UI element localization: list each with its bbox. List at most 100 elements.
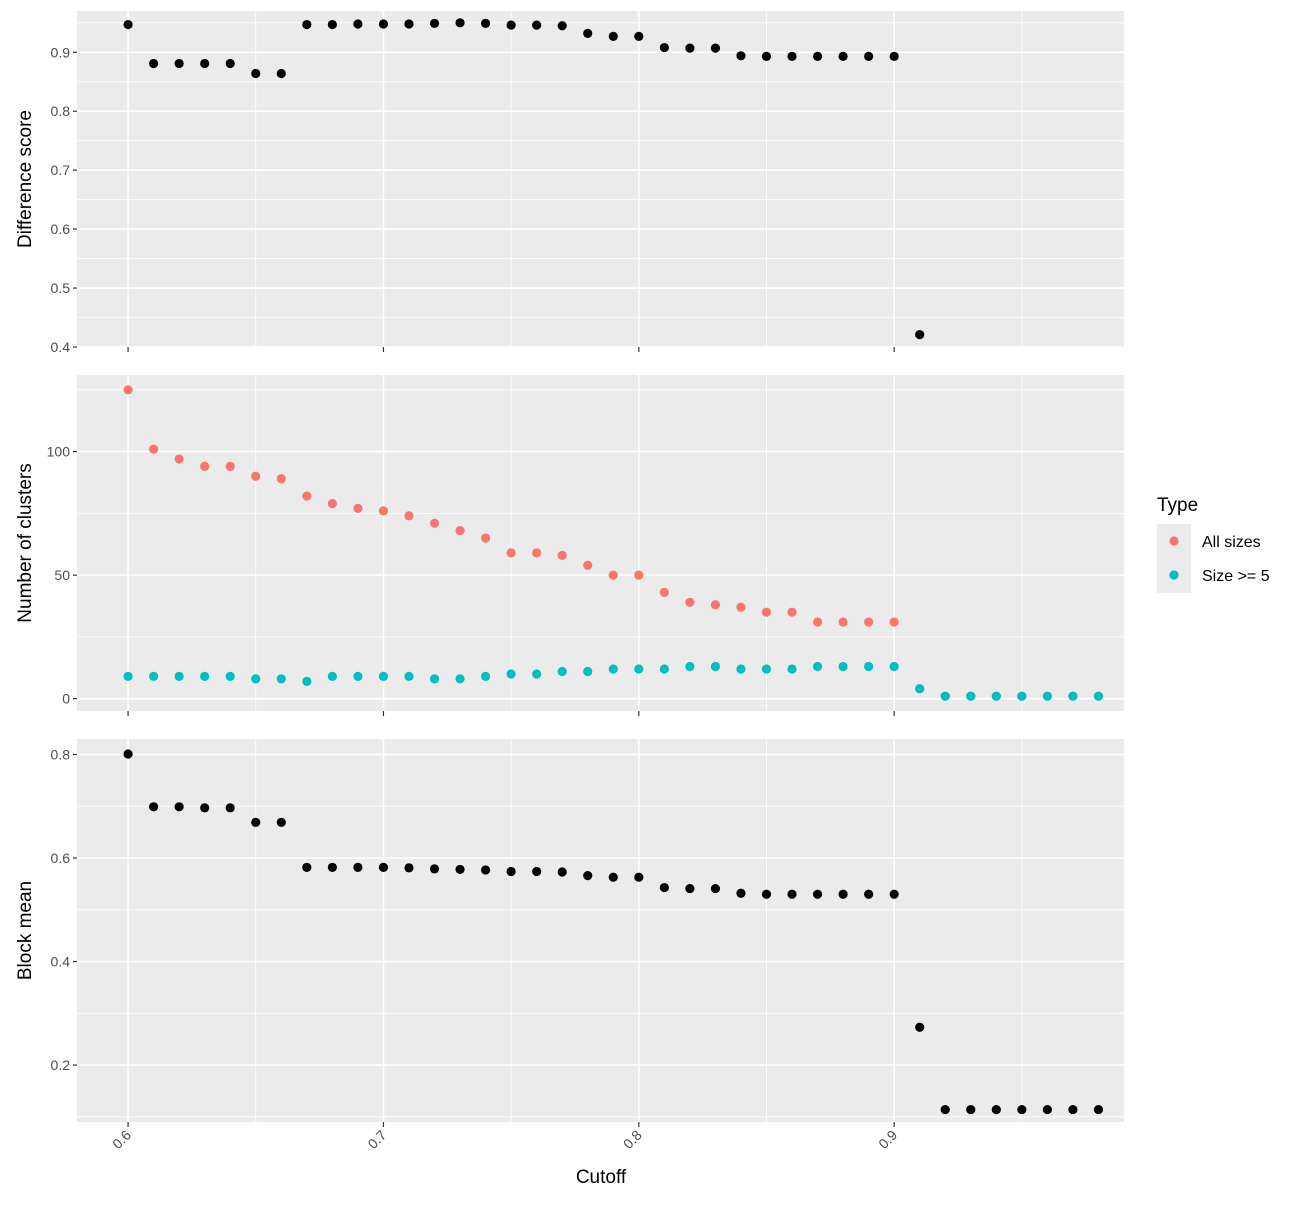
- data-point: [123, 19, 133, 30]
- data-point: [659, 42, 669, 53]
- y-tick-label: 50: [54, 567, 70, 583]
- data-point: [404, 19, 414, 29]
- data-point: [149, 58, 159, 69]
- data-point: [353, 862, 363, 872]
- data-point: [812, 661, 823, 672]
- data-point: [659, 882, 669, 893]
- data-point: [429, 518, 440, 528]
- data-point: [532, 20, 542, 30]
- data-point: [1093, 691, 1104, 701]
- data-point: [404, 863, 414, 873]
- data-point: [557, 867, 567, 877]
- data-point: [787, 607, 797, 617]
- data-point: [404, 671, 414, 682]
- data-point: [761, 889, 772, 899]
- data-point: [506, 20, 516, 30]
- data-point: [353, 503, 363, 514]
- data-point: [915, 1022, 925, 1032]
- y-tick-label: 0.2: [51, 1057, 71, 1073]
- data-point: [1042, 1104, 1052, 1115]
- data-point: [302, 862, 312, 872]
- data-point: [966, 691, 976, 701]
- legend-key: [1169, 536, 1179, 546]
- data-point: [378, 19, 389, 29]
- data-point: [710, 600, 721, 610]
- data-point: [200, 803, 210, 813]
- data-point: [812, 617, 823, 627]
- data-point: [608, 570, 618, 580]
- data-point: [480, 533, 491, 543]
- data-point: [276, 817, 286, 827]
- data-point: [251, 68, 261, 79]
- data-point: [583, 28, 593, 38]
- data-point: [812, 889, 823, 899]
- data-point: [889, 889, 899, 899]
- data-point: [685, 43, 695, 53]
- y-tick-label: 0.9: [51, 44, 71, 60]
- data-point: [378, 862, 389, 872]
- data-point: [251, 471, 261, 481]
- y-tick-label: 0.8: [51, 103, 71, 119]
- data-point: [889, 617, 899, 627]
- data-point: [889, 661, 899, 672]
- data-point: [302, 19, 312, 30]
- data-point: [480, 18, 491, 28]
- legend-label: All sizes: [1202, 534, 1261, 551]
- x-axis-title: Cutoff: [576, 1167, 627, 1188]
- legend-key-background: [1157, 524, 1191, 593]
- y-tick-label: 0.8: [51, 747, 71, 763]
- data-point: [200, 671, 210, 682]
- data-point: [276, 674, 286, 684]
- data-point: [864, 661, 874, 672]
- data-point: [1068, 1104, 1078, 1115]
- data-point: [455, 18, 465, 28]
- data-point: [634, 872, 644, 882]
- data-point: [455, 674, 465, 684]
- data-point: [889, 51, 899, 61]
- data-point: [838, 51, 848, 61]
- data-point: [864, 889, 874, 899]
- data-point: [353, 19, 363, 29]
- data-point: [225, 461, 235, 472]
- data-point: [1042, 691, 1052, 701]
- data-point: [174, 802, 184, 812]
- data-point: [583, 560, 593, 570]
- x-tick-label: 0.8: [620, 1127, 645, 1152]
- panel-background: [77, 11, 1124, 347]
- data-point: [200, 58, 210, 69]
- y-tick-label: 0.5: [51, 280, 71, 296]
- data-point: [583, 871, 593, 881]
- data-point: [149, 802, 159, 812]
- data-point: [200, 461, 210, 472]
- data-point: [455, 526, 465, 536]
- data-point: [532, 866, 542, 877]
- data-point: [838, 617, 848, 627]
- data-point: [1093, 1104, 1104, 1115]
- data-point: [1068, 691, 1078, 701]
- data-point: [940, 691, 950, 701]
- data-point: [455, 864, 465, 875]
- y-axis-title: Block mean: [15, 881, 36, 980]
- data-point: [429, 864, 440, 874]
- data-point: [429, 18, 440, 28]
- data-point: [251, 674, 261, 684]
- data-point: [736, 51, 746, 61]
- legend-key: [1169, 570, 1179, 580]
- y-axis-title: Number of clusters: [15, 463, 36, 622]
- data-point: [557, 21, 567, 31]
- data-point: [966, 1104, 976, 1115]
- data-point: [583, 666, 593, 677]
- data-point: [761, 51, 772, 61]
- x-tick-label: 0.9: [875, 1127, 900, 1152]
- data-point: [302, 676, 312, 686]
- y-axis-title: Difference score: [15, 110, 36, 248]
- data-point: [812, 51, 823, 61]
- data-point: [864, 617, 874, 627]
- y-tick-label: 100: [47, 444, 71, 460]
- data-point: [532, 548, 542, 558]
- data-point: [787, 51, 797, 61]
- data-point: [915, 684, 925, 694]
- data-point: [327, 862, 337, 872]
- data-point: [174, 58, 184, 69]
- data-point: [506, 548, 516, 558]
